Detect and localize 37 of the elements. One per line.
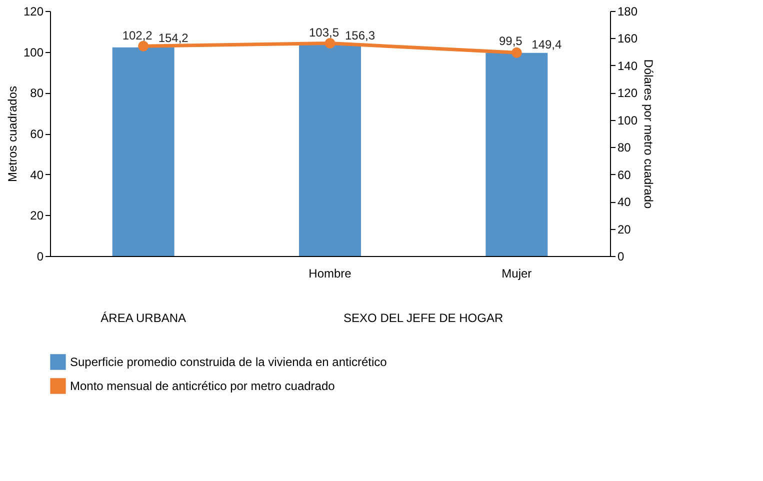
x-tick-label: Hombre [308, 266, 352, 280]
y2-tick-label: 60 [618, 168, 632, 182]
y2-tick-label: 20 [618, 222, 632, 236]
text: ÁREA URBANA [100, 311, 186, 325]
y2-tick-label: 140 [618, 58, 638, 73]
bar [299, 44, 361, 256]
bar [486, 52, 548, 256]
y2-axis-title: Dólares por metro cuadrado [642, 59, 656, 210]
y2-tick-label: 180 [618, 4, 638, 18]
data-label: 103,5 [308, 26, 340, 40]
y-tick-label: 40 [30, 168, 44, 182]
text: SEXO DEL JEFE DE HOGAR [344, 311, 504, 325]
data-label: 99,5 [498, 34, 523, 48]
y2-tick-label: 120 [618, 86, 638, 100]
y2-tick-label: 40 [618, 195, 632, 210]
data-label: 156,3 [344, 28, 376, 42]
point [511, 47, 522, 58]
y2-tick-label: 0 [618, 250, 624, 264]
y2-tick-label: 80 [618, 140, 632, 155]
y-tick-label: 80 [30, 86, 44, 100]
legend-label: Superficie promedio construida de la vivienda en anticrético [70, 355, 388, 369]
y-tick-label: 60 [30, 127, 44, 141]
y-tick-label: 0 [36, 250, 44, 264]
point [138, 40, 149, 52]
y-tick-label: 120 [23, 4, 44, 18]
data-label: 154,2 [158, 31, 189, 46]
data-label: 102,2 [122, 28, 153, 42]
y-tick-label: 100 [23, 45, 44, 60]
y2-tick-label: 160 [618, 32, 638, 46]
y-tick-label: 20 [30, 208, 44, 223]
legend-label: Monto mensual de anticrético por metro cuadrado [70, 379, 336, 393]
y-axis-title: Metros cuadrados [5, 86, 20, 182]
bar [112, 47, 174, 256]
point [324, 38, 336, 48]
x-tick-label: Mujer [502, 266, 532, 280]
data-label: 149,4 [532, 38, 562, 52]
y2-tick-label: 100 [618, 113, 638, 128]
